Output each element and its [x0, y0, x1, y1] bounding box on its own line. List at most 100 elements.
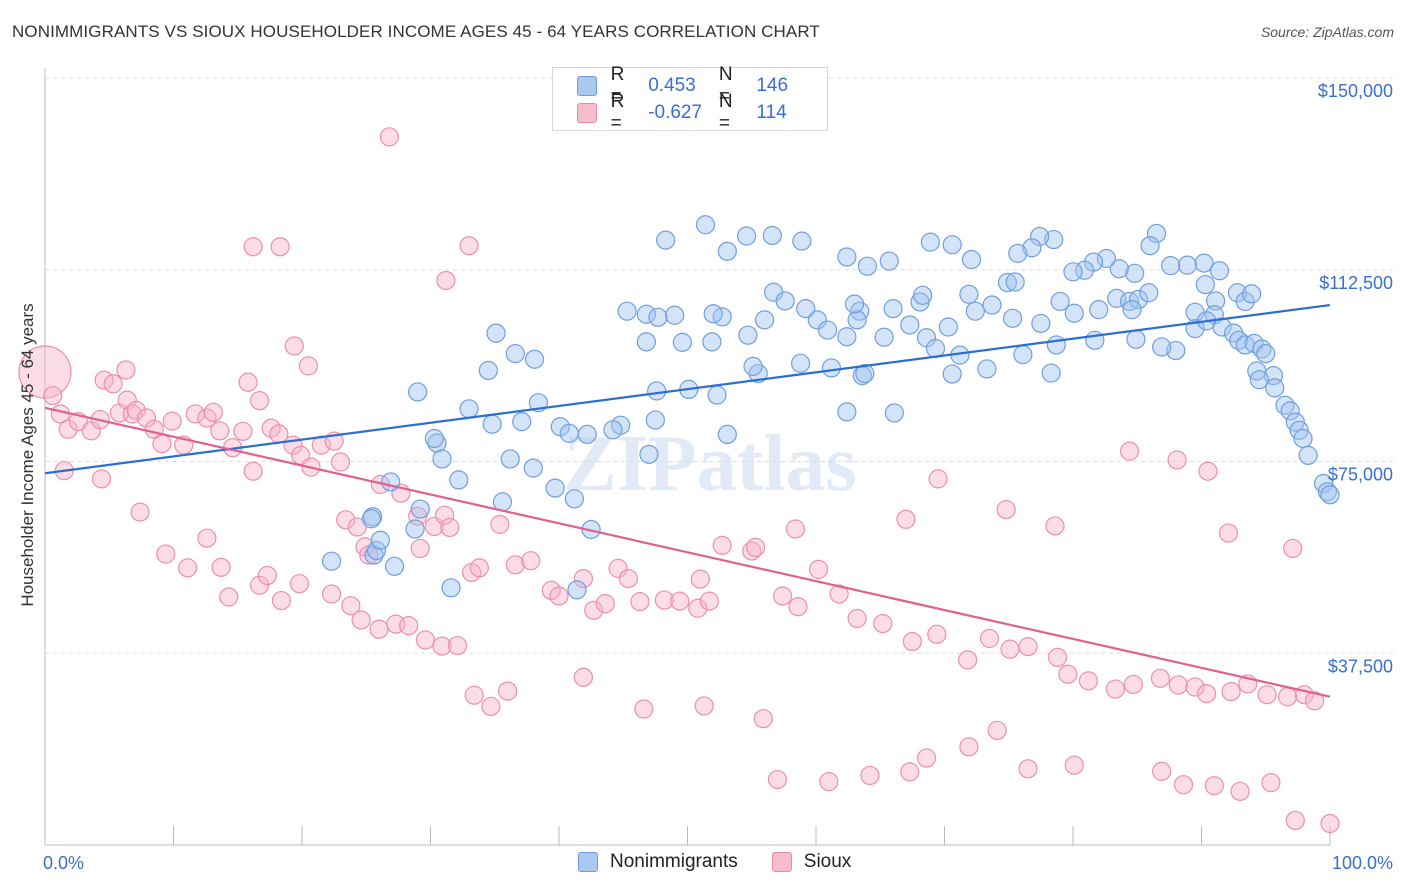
sioux-point — [91, 469, 112, 489]
series-nonimmigrants-points — [321, 215, 1340, 600]
nonimmigrants-point — [512, 412, 532, 432]
sioux-point — [690, 569, 710, 589]
nonimmigrants-point — [486, 323, 506, 343]
sioux-point — [415, 630, 435, 650]
nonimmigrants-point — [884, 403, 904, 423]
nonimmigrants-point — [807, 310, 827, 330]
nonimmigrants-point — [1003, 308, 1023, 328]
nonimmigrants-point — [695, 215, 716, 235]
sioux-point — [785, 519, 806, 539]
sioux-point — [432, 636, 452, 656]
nonimmigrants-point — [844, 294, 865, 314]
sioux-point — [1000, 639, 1020, 659]
sioux-point — [1018, 759, 1038, 779]
sioux-point — [1261, 773, 1281, 793]
sioux-point — [464, 685, 484, 705]
sioux-point — [369, 619, 389, 639]
nonimmigrants-point — [1206, 291, 1226, 311]
sioux-point — [694, 696, 714, 716]
nonimmigrants-point — [1152, 337, 1172, 357]
sioux-point — [829, 584, 849, 604]
nonimmigrants-point — [1096, 248, 1117, 269]
nonimmigrants-point — [1293, 428, 1313, 449]
nonimmigrants-point — [1235, 291, 1255, 312]
nonimmigrants-point — [1194, 253, 1214, 273]
sioux-point — [618, 568, 638, 589]
sioux-point — [959, 737, 979, 757]
sioux-point — [379, 127, 399, 147]
sioux-point — [498, 681, 518, 701]
nonimmigrants-point — [792, 231, 812, 251]
sioux-point — [712, 535, 732, 555]
sioux-point — [347, 517, 367, 537]
sioux-point — [162, 411, 182, 431]
nonimmigrants-point — [883, 299, 903, 319]
sioux-point — [1257, 685, 1277, 705]
nonimmigrants-point — [636, 332, 656, 352]
nonimmigrants-point — [603, 420, 623, 440]
sioux-point — [900, 762, 920, 782]
sioux-point — [996, 499, 1016, 520]
sioux-point — [156, 544, 176, 564]
nonimmigrants-point — [564, 489, 585, 509]
nonimmigrants-point — [381, 472, 401, 492]
nonimmigrants-point — [665, 305, 685, 325]
axes — [44, 68, 1331, 846]
series-sioux-points — [18, 127, 1340, 834]
nonimmigrants-point — [559, 423, 579, 443]
sioux-point — [595, 594, 615, 614]
nonimmigrants-point — [857, 256, 878, 276]
nonimmigrants-point — [672, 332, 692, 352]
nonimmigrants-point — [938, 317, 958, 337]
nonimmigrants-point — [500, 449, 520, 469]
nonimmigrants-point — [874, 327, 894, 347]
sioux-point — [1218, 523, 1239, 543]
sioux-point — [753, 709, 773, 729]
nonimmigrants-point — [648, 307, 668, 327]
legend-swatch-sioux — [771, 852, 792, 872]
sioux-point — [459, 236, 479, 256]
nonimmigrants-point — [977, 359, 997, 379]
sioux-point — [178, 558, 198, 578]
nonimmigrants-point — [1064, 303, 1084, 323]
watermark: ZIPatlas — [563, 420, 856, 508]
sioux-point — [126, 400, 146, 420]
nonimmigrants-point — [384, 556, 405, 576]
nonimmigrants-point — [997, 272, 1018, 293]
sioux-point — [699, 591, 719, 611]
nonimmigrants-point — [762, 225, 782, 246]
legend-swatch-nonimmigrants — [578, 852, 598, 872]
nonimmigrants-point — [965, 301, 985, 321]
sioux-point — [670, 591, 690, 611]
sioux-point — [808, 559, 829, 579]
sioux-point — [847, 608, 867, 629]
nonimmigrants-point — [821, 358, 842, 378]
sioux-point — [330, 452, 351, 472]
y-tick-label: $75,000 — [1328, 465, 1393, 485]
nonimmigrants-point — [920, 232, 940, 252]
sioux-trend-line — [44, 406, 1331, 698]
sioux-point — [103, 374, 123, 394]
nonimmigrants-point — [1275, 395, 1295, 415]
sioux-point — [630, 592, 650, 612]
sioux-point — [1277, 687, 1298, 707]
sioux-point — [469, 558, 489, 578]
sioux-point — [1123, 674, 1143, 695]
sioux-point — [819, 771, 839, 792]
nonimmigrants-point — [636, 304, 656, 324]
legend-r-label: R = — [610, 64, 625, 107]
legend-n-label: N = — [718, 64, 733, 107]
nonimmigrants-point — [738, 325, 758, 345]
sioux-point — [298, 356, 319, 376]
sioux-point — [1173, 775, 1194, 795]
sioux-point — [772, 586, 793, 606]
sioux-point — [1221, 681, 1241, 702]
nonimmigrants-point — [449, 470, 469, 490]
nonimmigrants-point — [855, 363, 875, 384]
nonimmigrants-point — [482, 414, 502, 434]
nonimmigrants-point — [478, 360, 498, 381]
nonimmigrants-point — [1044, 229, 1064, 250]
sioux-point — [549, 586, 569, 606]
nonimmigrants-point — [567, 580, 587, 600]
